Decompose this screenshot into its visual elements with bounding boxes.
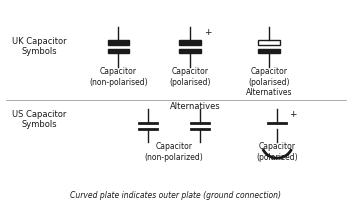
Text: +: + bbox=[204, 28, 211, 37]
Bar bbox=[179, 49, 201, 53]
Bar bbox=[108, 49, 130, 53]
Bar bbox=[179, 40, 201, 45]
Text: Capacitor
(polarised): Capacitor (polarised) bbox=[169, 67, 210, 87]
Text: Capacitor
(non-polarised): Capacitor (non-polarised) bbox=[89, 67, 148, 87]
Text: Curved plate indicates outer plate (ground connection): Curved plate indicates outer plate (grou… bbox=[70, 191, 282, 200]
Bar bbox=[108, 40, 130, 45]
Text: UK Capacitor
Symbols: UK Capacitor Symbols bbox=[12, 37, 67, 57]
Text: Capacitor
(polarised)
Alternatives: Capacitor (polarised) Alternatives bbox=[246, 67, 293, 97]
Text: Alternatives: Alternatives bbox=[169, 102, 220, 111]
Text: US Capacitor
Symbols: US Capacitor Symbols bbox=[12, 110, 66, 130]
Text: Capacitor
(non-polarized): Capacitor (non-polarized) bbox=[145, 142, 203, 162]
Text: +: + bbox=[289, 110, 297, 119]
Text: Capacitor
(polarized): Capacitor (polarized) bbox=[256, 142, 298, 162]
Bar bbox=[258, 40, 280, 45]
Bar bbox=[258, 49, 280, 53]
